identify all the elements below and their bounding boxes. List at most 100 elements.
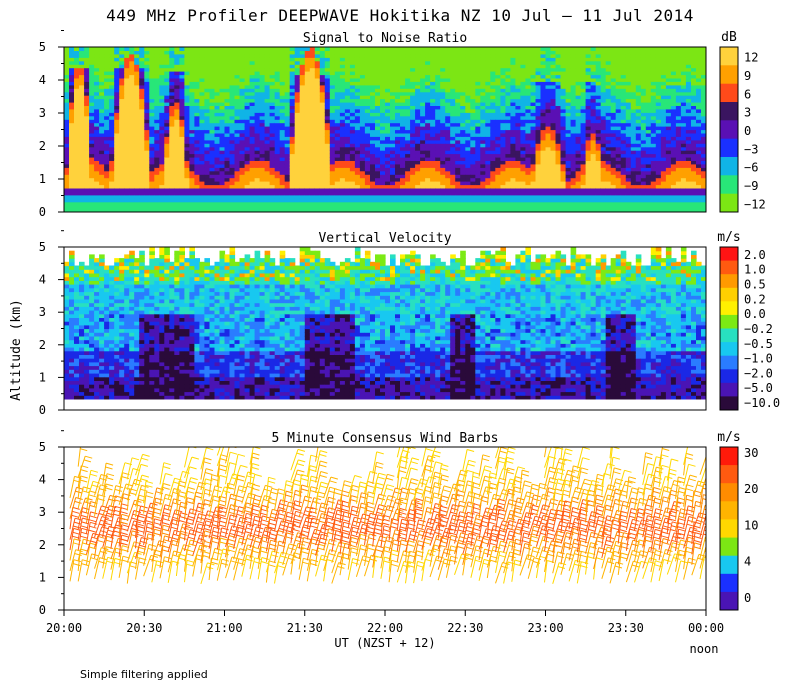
colorbar-label: 3: [744, 106, 751, 120]
colorbar-label: −2.0: [744, 366, 773, 380]
y-tick-label: 3: [39, 305, 46, 319]
x-tick-label: 20:00: [46, 621, 82, 635]
y-tick-label: 3: [39, 106, 46, 120]
y-tick-label: 4: [39, 273, 46, 287]
colorbar-label: 9: [744, 69, 751, 83]
colorbar-label: 12: [744, 51, 758, 65]
panel-1: Signal to Noise Ratio012345dB129630−3−6−…: [39, 30, 766, 219]
y-tick-label: 5: [39, 40, 46, 54]
panel-3: 5 Minute Consensus Wind Barbs 0 1 2 3 4 5 m/s 30…: [39, 430, 759, 617]
colorbar-label: −5.0: [744, 381, 773, 395]
colorbar-label: −12: [744, 197, 766, 211]
y-tick-label: 4: [39, 473, 46, 487]
colorbar-swatch: [720, 555, 738, 575]
colorbar-swatch: [720, 83, 738, 103]
colorbar-label: 0.5: [744, 278, 766, 292]
y-tick-label: 3: [39, 505, 46, 519]
x-axis-label: UT (NZST + 12): [334, 636, 435, 650]
colorbar-label: 4: [744, 555, 751, 569]
x-extra-label: noon: [690, 642, 719, 656]
colorbar-swatch: [720, 274, 738, 289]
colorbar-swatch: [720, 465, 738, 484]
y-axis-label: Altitude (km): [9, 299, 24, 401]
x-tick-label: 23:30: [608, 621, 644, 635]
x-tick-label: 22:00: [367, 621, 403, 635]
colorbar-swatch: [720, 138, 738, 158]
colorbar-label: −6: [744, 161, 758, 175]
x-tick-label: 21:30: [287, 621, 323, 635]
colorbar-swatch: [720, 396, 738, 411]
panel-title: 5 Minute Consensus Wind Barbs: [272, 431, 499, 446]
chart-title: 449 MHz Profiler DEEPWAVE Hokitika NZ 10…: [106, 6, 694, 25]
footnote: Simple filtering applied: [80, 668, 208, 681]
x-tick-label: 22:30: [447, 621, 483, 635]
panel-title: Signal to Noise Ratio: [303, 31, 467, 46]
colorbar-label: −10.0: [744, 396, 780, 410]
colorbar-label: 1.0: [744, 263, 766, 277]
x-tick-label: 20:30: [126, 621, 162, 635]
colorbar-swatch: [720, 102, 738, 121]
colorbar-swatch: [720, 369, 738, 384]
colorbar-swatch: [720, 287, 738, 302]
colorbar-units: dB: [721, 30, 737, 45]
y-tick-label: 5: [39, 440, 46, 454]
colorbar-label: −0.5: [744, 337, 773, 351]
colorbar-swatch: [720, 382, 738, 397]
y-tick-label: 1: [39, 570, 46, 584]
colorbar-swatch: [720, 193, 738, 213]
colorbar-label: −1.0: [744, 352, 773, 366]
colorbar: dB 12 9 6 3 0 −3 −6 −9 −12: [719, 30, 766, 213]
colorbar-label: 0: [744, 124, 751, 138]
y-tick-label: 1: [39, 172, 46, 186]
x-tick-label: 00:00: [688, 621, 724, 635]
colorbar-label: 20: [744, 482, 758, 496]
y-tick-label: 2: [39, 538, 46, 552]
x-tick-label: 21:00: [206, 621, 242, 635]
colorbar-label: −9: [744, 179, 758, 193]
colorbar-swatch: [720, 120, 738, 140]
colorbar-swatch: [720, 519, 738, 538]
colorbar-units: m/s: [717, 230, 740, 245]
colorbar-swatch: [720, 260, 738, 275]
colorbar-label: 30: [744, 446, 758, 460]
panel-title: Vertical Velocity: [318, 231, 451, 246]
colorbar-label: 2.0: [744, 248, 766, 262]
colorbar-swatch: [720, 175, 738, 195]
colorbar-swatch: [720, 501, 738, 520]
colorbar-swatch: [720, 573, 738, 593]
y-tick-label: 0: [39, 603, 46, 617]
y-tick-label: 5: [39, 240, 46, 254]
colorbar-label: 6: [744, 87, 751, 101]
colorbar-swatch: [720, 301, 738, 316]
plot-area: [69, 447, 706, 585]
x-tick-label: 23:00: [527, 621, 563, 635]
colorbar-swatch: [720, 591, 738, 611]
colorbar-swatch: [720, 447, 738, 466]
plot-area: [64, 47, 706, 212]
y-tick-label: 0: [39, 403, 46, 417]
y-tick-label: 2: [39, 139, 46, 153]
colorbar-swatch: [720, 483, 738, 502]
colorbar-label: −0.2: [744, 322, 773, 336]
colorbar-label: 0.0: [744, 307, 766, 321]
y-tick-label: 0: [39, 205, 46, 219]
panel-2: Vertical Velocity 0 1 2 3 4 5 m/s 2.01.00.50.20.…: [39, 230, 780, 417]
colorbar-label: 0.2: [744, 292, 766, 306]
colorbar-swatch: [720, 47, 738, 66]
colorbar: m/s 2.01.00.50.20.0−0.2−0.5−1.0−2.0−5.0−1…: [717, 230, 780, 411]
colorbar-swatch: [720, 355, 738, 370]
colorbar-swatch: [720, 342, 738, 357]
colorbar-swatch: [720, 157, 738, 176]
colorbar-swatch: [720, 314, 738, 329]
colorbar-swatch: [720, 537, 738, 557]
colorbar-swatch: [720, 328, 738, 343]
colorbar-units: m/s: [717, 430, 740, 445]
colorbar-swatch: [720, 247, 738, 262]
colorbar-swatch: [720, 65, 738, 85]
y-tick-label: 2: [39, 338, 46, 352]
y-tick-label: 4: [39, 73, 46, 87]
plot-area: [64, 247, 706, 400]
colorbar-label: −3: [744, 142, 758, 156]
colorbar-label: 10: [744, 518, 758, 532]
